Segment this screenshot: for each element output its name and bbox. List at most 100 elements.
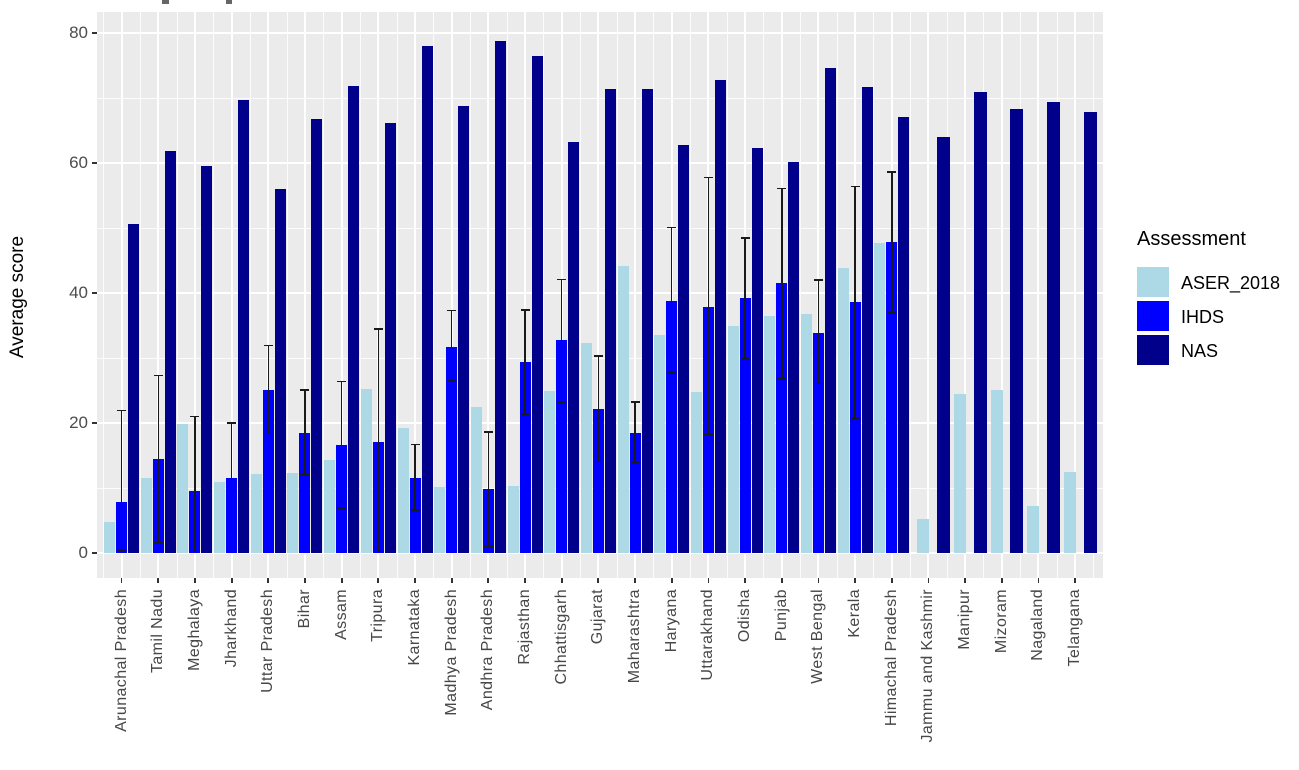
x-tick-mark xyxy=(120,578,123,583)
error-bar-line-16 xyxy=(707,177,710,435)
bar-nas-24 xyxy=(1010,109,1024,553)
gridline-major-vertical xyxy=(267,12,270,578)
legend-swatch-NAS xyxy=(1137,335,1169,365)
gridline-major-vertical xyxy=(964,12,967,578)
gridline-major-vertical xyxy=(303,12,306,578)
legend-entries: ASER_2018 IHDS NAS xyxy=(1135,265,1295,367)
bar-aser_2018-14 xyxy=(617,265,629,553)
error-bar-cap-top-11 xyxy=(520,309,530,311)
legend-label-NAS: NAS xyxy=(1181,341,1219,361)
error-bar-cap-top-16 xyxy=(703,176,713,179)
y-tick-mark xyxy=(91,162,97,164)
x-tick-label-19: West Bengal xyxy=(809,589,827,684)
bar-aser_2018-20 xyxy=(837,267,849,553)
bar-nas-22 xyxy=(936,137,950,553)
bar-nas-26 xyxy=(1083,111,1097,553)
error-bar-cap-bottom-16 xyxy=(703,433,713,436)
bar-nas-21 xyxy=(898,116,910,553)
x-tick-label-3: Jharkhand xyxy=(222,589,240,668)
error-bar-line-13 xyxy=(597,356,600,462)
legend-entry-NAS: NAS xyxy=(1135,333,1295,367)
gridline-minor-vertical xyxy=(249,12,251,578)
bar-nas-1 xyxy=(164,150,176,553)
gridline-minor-vertical xyxy=(359,12,361,578)
error-bar-line-4 xyxy=(267,345,270,434)
x-tick-label-12: Chhattisgarh xyxy=(552,589,570,685)
x-tick-label-22: Jammu and Kashmir xyxy=(919,589,937,743)
error-bar-cap-bottom-8 xyxy=(410,509,420,511)
cropped-title-fragment xyxy=(162,0,169,4)
x-tick-mark xyxy=(597,578,600,583)
bar-nas-4 xyxy=(274,189,286,553)
legend-label-IHDS: IHDS xyxy=(1181,307,1225,327)
y-axis-title: Average score xyxy=(7,235,28,359)
bar-ihds-19 xyxy=(812,333,824,553)
x-tick-mark xyxy=(304,578,306,583)
x-tick-label-13: Gujarat xyxy=(589,589,607,645)
gridline-major-vertical xyxy=(1074,12,1077,578)
error-bar-cap-bottom-14 xyxy=(630,461,640,464)
bar-ihds-21 xyxy=(886,242,898,553)
bar-nas-13 xyxy=(604,88,616,553)
y-tick-mark xyxy=(91,32,97,34)
y-tick-label: 80 xyxy=(69,23,88,42)
bar-nas-9 xyxy=(458,106,470,553)
error-bar-line-7 xyxy=(377,328,380,552)
error-bar-line-17 xyxy=(744,237,746,359)
x-tick-mark xyxy=(854,578,856,583)
bar-ihds-8 xyxy=(409,477,421,553)
error-bar-cap-bottom-18 xyxy=(777,378,787,380)
error-bar-cap-top-7 xyxy=(373,327,383,330)
x-tick-label-25: Nagaland xyxy=(1029,589,1047,661)
error-bar-cap-top-4 xyxy=(263,344,273,347)
error-bar-line-10 xyxy=(487,432,490,547)
x-tick-mark xyxy=(267,578,270,583)
x-tick-mark xyxy=(817,578,820,583)
gridline-minor-vertical xyxy=(213,12,215,578)
error-bar-cap-bottom-19 xyxy=(813,382,823,385)
bar-ihds-12 xyxy=(556,340,568,553)
x-tick-label-21: Himachal Pradesh xyxy=(882,589,900,727)
error-bar-line-3 xyxy=(230,423,233,530)
error-bar-cap-top-10 xyxy=(483,431,493,433)
x-tick-mark xyxy=(230,578,233,583)
error-bar-cap-top-0 xyxy=(117,409,127,412)
gridline-major-horizontal xyxy=(97,292,1103,294)
gridline-major-vertical xyxy=(377,12,380,578)
bar-aser_2018-23 xyxy=(954,393,967,553)
error-bar-cap-bottom-4 xyxy=(263,432,273,435)
gridline-major-vertical xyxy=(1000,12,1003,578)
bar-aser_2018-25 xyxy=(1027,506,1040,553)
x-tick-mark xyxy=(1074,578,1077,583)
gridline-major-vertical xyxy=(193,12,196,578)
gridline-major-vertical xyxy=(1037,12,1040,578)
x-tick-label-10: Andhra Pradesh xyxy=(479,589,497,711)
error-bar-cap-top-18 xyxy=(777,187,787,190)
x-tick-mark xyxy=(450,578,453,583)
error-bar-cap-bottom-11 xyxy=(520,413,530,415)
gridline-minor-vertical xyxy=(139,12,141,578)
gridline-minor-vertical xyxy=(543,12,545,578)
bar-aser_2018-9 xyxy=(434,486,446,553)
bar-aser_2018-7 xyxy=(360,388,372,553)
gridline-minor-vertical xyxy=(506,12,508,578)
bar-nas-18 xyxy=(788,161,800,553)
error-bar-line-9 xyxy=(450,310,453,381)
x-tick-label-4: Uttar Pradesh xyxy=(259,589,277,693)
x-tick-mark xyxy=(560,578,563,583)
x-tick-label-9: Madhya Pradesh xyxy=(442,589,460,716)
gridline-minor-vertical xyxy=(690,12,692,578)
bar-aser_2018-4 xyxy=(250,473,262,553)
x-tick-mark xyxy=(340,578,343,583)
bar-nas-11 xyxy=(531,55,543,553)
x-tick-mark xyxy=(524,578,526,583)
bar-ihds-14 xyxy=(629,432,641,553)
bar-ihds-9 xyxy=(446,346,458,553)
error-bar-cap-bottom-1 xyxy=(153,541,163,544)
x-tick-label-26: Telangana xyxy=(1066,589,1084,667)
x-tick-label-17: Odisha xyxy=(736,589,754,643)
bar-aser_2018-11 xyxy=(507,486,519,553)
error-bar-line-15 xyxy=(670,227,673,373)
error-bar-cap-top-13 xyxy=(593,355,603,357)
error-bar-cap-bottom-21 xyxy=(887,312,897,314)
